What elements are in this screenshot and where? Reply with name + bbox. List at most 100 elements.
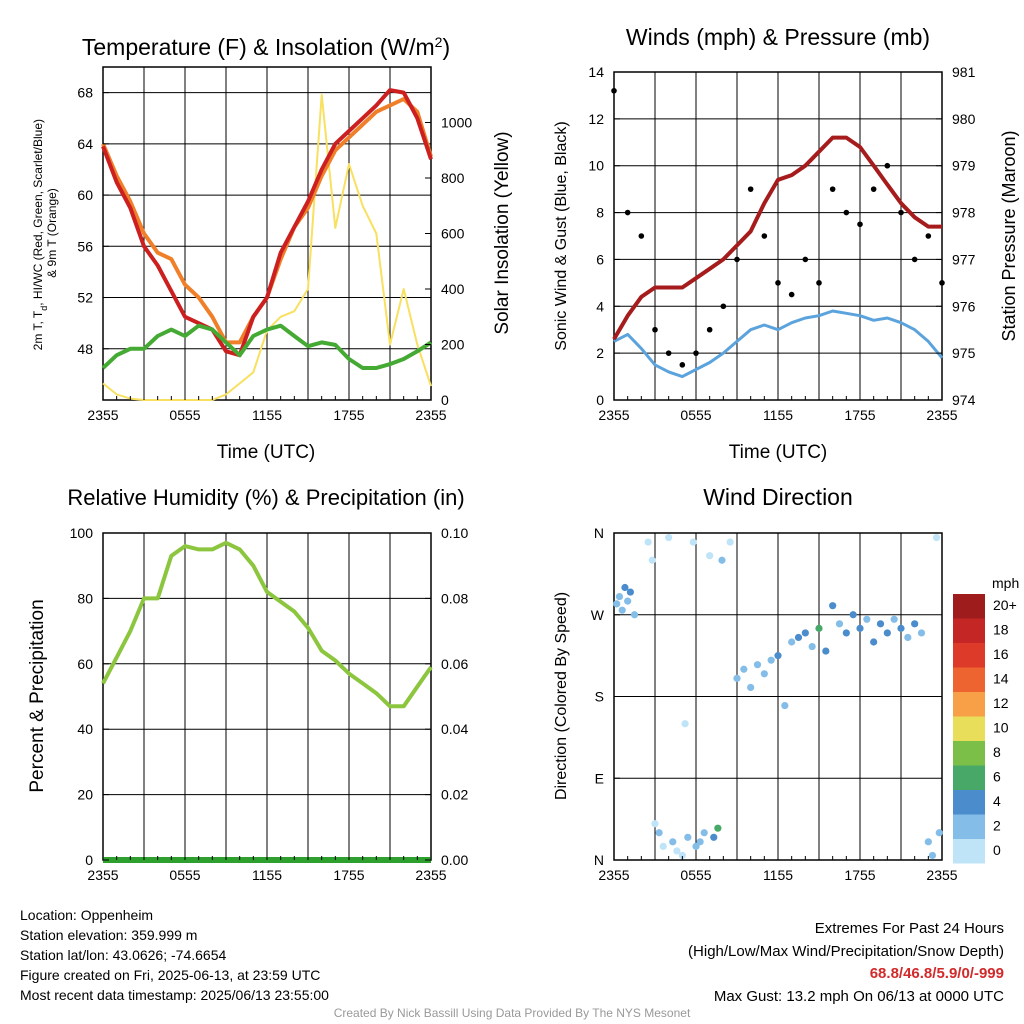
colorbar-swatch — [953, 618, 985, 643]
direction-point — [700, 829, 708, 837]
gust-point — [857, 221, 863, 228]
y2-tick-label: 400 — [441, 281, 465, 297]
y-tick-label: E — [595, 770, 604, 786]
gust-point — [925, 233, 932, 239]
direction-point — [774, 652, 782, 660]
direction-point — [659, 842, 667, 850]
direction-point — [669, 838, 677, 846]
extremes-info: Extremes For Past 24 Hours (High/Low/Max… — [688, 918, 1004, 1008]
direction-point — [681, 720, 689, 728]
y2-tick-label: 1000 — [441, 115, 472, 131]
direction-point — [618, 606, 626, 614]
gust-point — [884, 162, 891, 169]
direction-point — [733, 674, 741, 682]
direction-point — [876, 620, 885, 628]
direction-point — [890, 615, 898, 623]
y-tick-label: S — [595, 689, 604, 705]
rh-ylabel: Percent & Precipitation — [27, 599, 48, 792]
wind-grid — [614, 71, 942, 401]
direction-point — [753, 661, 762, 669]
direction-point — [696, 838, 704, 846]
gust-point — [706, 326, 713, 333]
colorbar-label: 20+ — [993, 597, 1017, 613]
gust-point — [747, 186, 754, 192]
y2-tick-label: 0.04 — [441, 721, 468, 737]
temp-ylabel: 2m T, Td, HI/WC (Red, Green, Scarlet/Blu… — [31, 116, 59, 351]
x-tick-label: 2355 — [598, 867, 629, 883]
y-tick-label: 4 — [596, 298, 604, 314]
gust-point — [898, 209, 904, 216]
latlon-text: Station lat/lon: 43.0626; -74.6654 — [20, 947, 227, 963]
y2-tick-label: 0.08 — [441, 590, 468, 606]
y-tick-label: 12 — [588, 111, 604, 127]
direction-point — [648, 556, 656, 564]
max-gust-text: Max Gust: 13.2 mph On 06/13 at 0000 UTC — [713, 987, 1004, 1005]
temperature-line — [101, 88, 433, 358]
y2-tick-label: 979 — [952, 158, 976, 174]
temp-xlabel: Time (UTC) — [217, 442, 316, 463]
direction-point — [665, 533, 673, 542]
y2-tick-label: 600 — [441, 226, 465, 242]
direction-point — [644, 538, 652, 546]
x-tick-label: 1755 — [333, 867, 364, 883]
wind-y2label: Station Pressure (Maroon) — [999, 130, 1019, 341]
y2-tick-label: 981 — [952, 64, 976, 80]
direction-point — [621, 583, 629, 592]
rh-line — [101, 540, 433, 709]
y-tick-label: 0 — [85, 852, 93, 868]
y2-tick-label: 0.02 — [441, 787, 468, 803]
x-tick-label: 2355 — [926, 407, 957, 423]
gust-point — [679, 362, 686, 368]
y2-tick-label: 974 — [952, 392, 976, 408]
dir-grid — [614, 532, 942, 861]
direction-point — [630, 611, 639, 619]
y2-tick-label: 978 — [952, 205, 976, 221]
direction-point — [801, 629, 809, 637]
direction-point — [842, 629, 850, 637]
gust-point — [720, 303, 727, 310]
gust-point — [652, 326, 658, 333]
colorbar-swatch — [953, 790, 985, 815]
x-tick-label: 2355 — [926, 867, 957, 883]
rh-ticks: 2355 0555 1155 1755 23550204060801000.000.02… — [70, 525, 469, 883]
colorbar-label: 4 — [993, 793, 1001, 809]
y2-tick-label: 0.06 — [441, 656, 468, 672]
colorbar-label: 12 — [993, 695, 1009, 711]
y-tick-label: 20 — [77, 787, 93, 803]
direction-point — [863, 615, 871, 623]
y-tick-label: 60 — [77, 656, 93, 672]
dir-ylabel: Direction (Colored By Speed) — [553, 592, 570, 800]
gust-point — [843, 209, 850, 216]
temp-grid — [103, 67, 431, 400]
wind-ticks: 2355 0555 1155 1755 235502468101214974975976… — [588, 64, 975, 423]
colorbar-label: 14 — [993, 671, 1009, 687]
x-tick-label: 1755 — [844, 407, 875, 423]
y-tick-label: 52 — [77, 290, 93, 306]
y-tick-label: N — [594, 852, 604, 868]
colorbar-label: 8 — [993, 744, 1001, 760]
colorbar-swatch — [953, 839, 985, 864]
direction-point — [883, 629, 891, 637]
x-tick-label: 0555 — [680, 407, 711, 423]
elevation-text: Station elevation: 359.999 m — [20, 927, 198, 943]
y2-tick-label: 977 — [952, 251, 976, 267]
direction-point — [808, 642, 816, 651]
direction-point — [835, 620, 844, 628]
y-tick-label: 48 — [77, 341, 93, 357]
y-tick-label: 68 — [77, 85, 93, 101]
station-info: Location: Oppenheim Station elevation: 3… — [20, 905, 329, 1005]
x-tick-label: 1155 — [252, 867, 282, 883]
direction-point — [718, 556, 726, 564]
colorbar-swatch — [953, 741, 985, 766]
y2-tick-label: 980 — [952, 111, 976, 127]
direction-point — [829, 602, 837, 610]
direction-point — [911, 620, 919, 628]
location-text: Location: Oppenheim — [20, 907, 154, 923]
gust-point — [829, 186, 836, 192]
x-tick-label: 1755 — [844, 867, 875, 883]
colorbar-label: 2 — [993, 818, 1001, 834]
y-tick-label: 80 — [77, 590, 93, 606]
y-tick-label: 100 — [70, 525, 94, 541]
direction-point — [678, 851, 686, 860]
